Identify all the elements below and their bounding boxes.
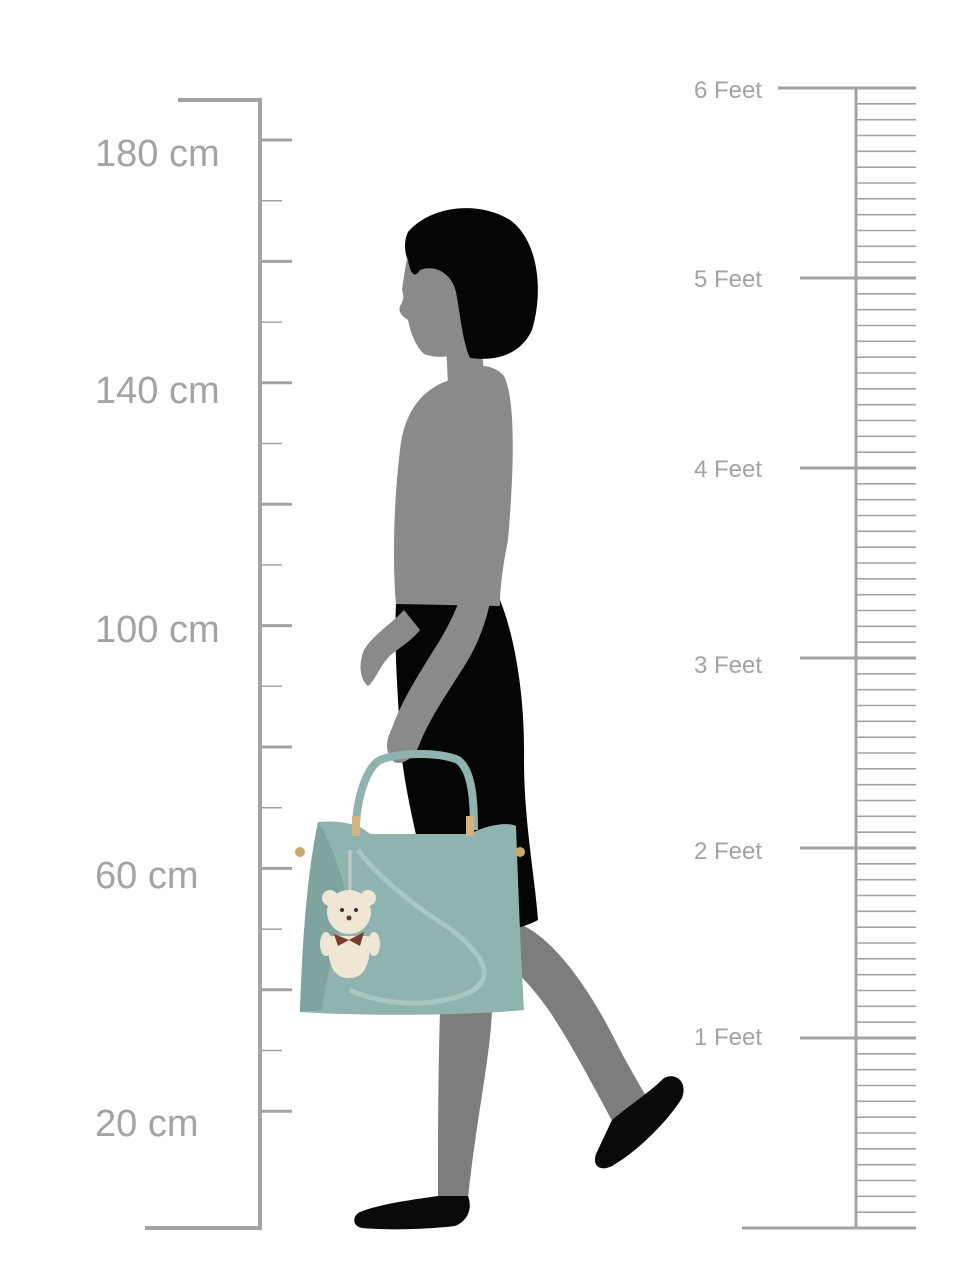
back-shoe <box>594 1076 684 1169</box>
teddy-charm-icon <box>320 850 380 978</box>
bag-strap <box>348 848 487 1006</box>
ft-label-2: 2 Feet <box>694 838 763 865</box>
cm-label-20: 20 cm <box>95 1103 199 1145</box>
cm-ruler-frame <box>145 98 262 1230</box>
front-leg <box>438 1010 492 1200</box>
bag-ring-right <box>515 847 525 857</box>
ft-label-6: 6 Feet <box>694 77 763 104</box>
back-leg <box>490 915 648 1128</box>
bag-clip-right <box>466 816 474 836</box>
cm-label-180: 180 cm <box>95 133 220 175</box>
front-shoe <box>354 1196 470 1230</box>
bag-clip-left <box>352 816 360 836</box>
bag-handle <box>352 750 478 831</box>
ft-label-1: 1 Feet <box>694 1024 763 1051</box>
cm-label-140: 140 cm <box>95 370 220 412</box>
hair <box>405 208 538 359</box>
front-arm <box>387 470 498 763</box>
ft-label-5: 5 Feet <box>694 266 763 293</box>
ft-label-4: 4 Feet <box>694 456 763 483</box>
ft-label-3: 3 Feet <box>694 652 763 679</box>
cm-label-100: 100 cm <box>95 609 220 651</box>
back-arm <box>360 610 420 686</box>
bag-ring-left <box>295 847 305 857</box>
cm-label-60: 60 cm <box>95 855 199 897</box>
bag-fold <box>300 822 348 1012</box>
